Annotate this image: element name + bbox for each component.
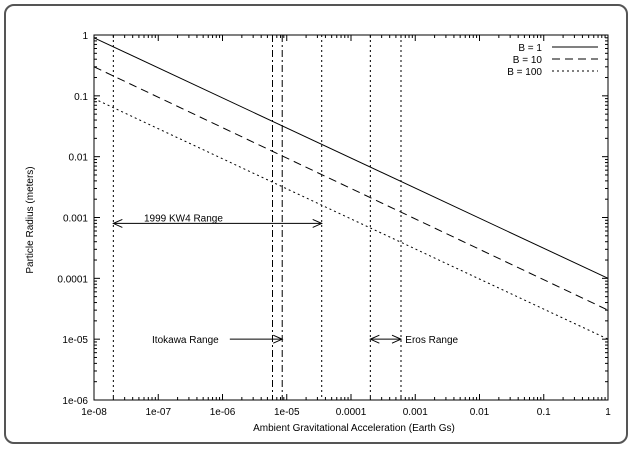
arrow-head: [391, 334, 403, 344]
x-tick-label: 1e-08: [81, 407, 107, 418]
x-tick-label: 1e-06: [210, 407, 236, 418]
annotation-label: Eros Range: [405, 335, 458, 346]
x-tick-label: 1: [605, 407, 611, 418]
legend-label: B = 100: [507, 67, 542, 78]
arrow-head: [369, 334, 380, 344]
x-tick-label: 0.001: [403, 407, 428, 418]
y-axis-label: Particle Radius (meters): [25, 166, 36, 273]
x-tick-label: 1e-05: [274, 407, 300, 418]
legend: B = 1B = 10B = 100: [507, 43, 598, 78]
y-tick-label: 1: [82, 31, 88, 42]
series-lines: [93, 37, 609, 340]
x-axis-label: Ambient Gravitational Acceleration (Eart…: [253, 423, 455, 434]
series-line: [93, 66, 609, 311]
arrow-head: [312, 218, 323, 228]
figure-frame: 1e-08 1e-07 1e-06 1e-05 0.0001 0.001 0.01 0.1 1 1…: [4, 4, 628, 444]
x-tick-label: 1e-07: [145, 407, 171, 418]
arrow-head: [112, 218, 123, 228]
legend-label: B = 10: [513, 55, 543, 66]
x-tick-label: 0.0001: [336, 407, 367, 418]
chart: 1e-08 1e-07 1e-06 1e-05 0.0001 0.001 0.01 0.1 1 1…: [25, 31, 611, 434]
ticks: 1e-08 1e-07 1e-06 1e-05 0.0001 0.001 0.01 0.1 1 1…: [57, 31, 611, 418]
series-line: [93, 37, 609, 279]
x-tick-label: 0.01: [470, 407, 490, 418]
annotation-label: 1999 KW4 Range: [144, 214, 223, 225]
arrow-head: [273, 334, 284, 344]
y-tick-label: 1e-05: [62, 335, 88, 346]
legend-label: B = 1: [518, 43, 542, 54]
annotations: 1999 KW4 Range Itokawa Range Eros Range: [112, 214, 459, 346]
y-tick-label: 0.01: [69, 153, 89, 164]
y-tick-label: 0.1: [74, 92, 88, 103]
y-tick-label: 0.0001: [57, 274, 88, 285]
x-tick-label: 0.1: [537, 407, 551, 418]
annotation-label: Itokawa Range: [152, 335, 219, 346]
y-tick-label: 0.001: [63, 214, 88, 225]
y-tick-label: 1e-06: [62, 396, 88, 407]
